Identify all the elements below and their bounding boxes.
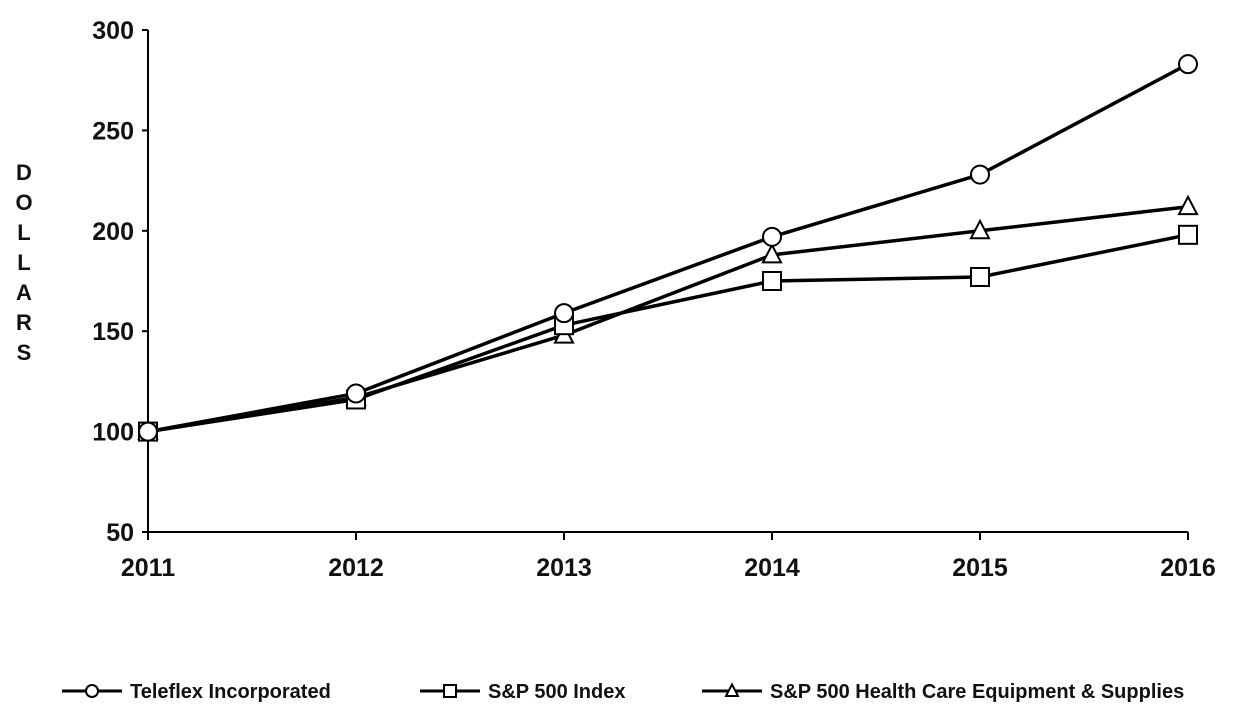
x-ticks: 2011 2012 2013 2014 2015 2016 [121,532,1216,582]
data-point-circle [1178,54,1198,75]
data-point-circle [138,421,158,442]
legend-item: Teleflex Incorporated [62,681,331,703]
data-point-circle [762,226,782,247]
legend-item: S&P 500 Index [420,681,625,703]
legend-marker-square [443,684,457,698]
legend-marker-triangle [724,682,740,697]
data-point-square [1178,224,1198,245]
series-lines [137,54,1199,442]
x-tick-label: 2012 [328,554,384,582]
data-point-circle [554,303,574,324]
y-tick-label: 250 [92,117,134,145]
x-tick-label: 2015 [952,554,1008,582]
x-tick-label: 2013 [536,554,592,582]
y-tick-label: 200 [92,218,134,246]
data-point-circle [346,383,366,404]
y-axis-label-letter: S [17,340,32,365]
data-point-triangle [969,218,991,240]
y-axis-label-letter: D [16,160,32,185]
legend-item: S&P 500 Health Care Equipment & Supplies [702,681,1184,703]
y-axis-label-letter: L [17,250,30,275]
data-point-triangle [761,242,783,264]
data-point-square [762,271,782,291]
y-axis-label-letter: A [16,280,32,305]
y-axis-label-letter: R [16,310,32,335]
legend-label: Teleflex Incorporated [130,681,331,703]
y-tick-label: 300 [92,17,134,45]
y-tick-label: 150 [92,318,134,346]
x-tick-label: 2016 [1160,554,1216,582]
y-tick-label: 100 [92,419,134,447]
legend: Teleflex Incorporated S&P 500 Index S&P 50… [62,681,1184,703]
y-axis-label-letter: L [17,220,30,245]
legend-label: S&P 500 Health Care Equipment & Supplies [770,681,1184,703]
series-line-triangle [147,204,1189,434]
legend-label: S&P 500 Index [488,681,625,703]
y-axis-label-letter: O [15,190,32,215]
data-point-square [970,266,990,287]
legend-marker-circle [85,684,99,698]
y-tick-label: 50 [106,519,134,547]
data-point-triangle [1177,194,1199,216]
x-tick-label: 2014 [744,554,800,582]
data-point-circle [970,164,990,185]
series-line-circle [147,62,1189,434]
x-tick-label: 2011 [121,554,175,582]
y-ticks: 300 250 200 150 100 50 [92,17,148,547]
